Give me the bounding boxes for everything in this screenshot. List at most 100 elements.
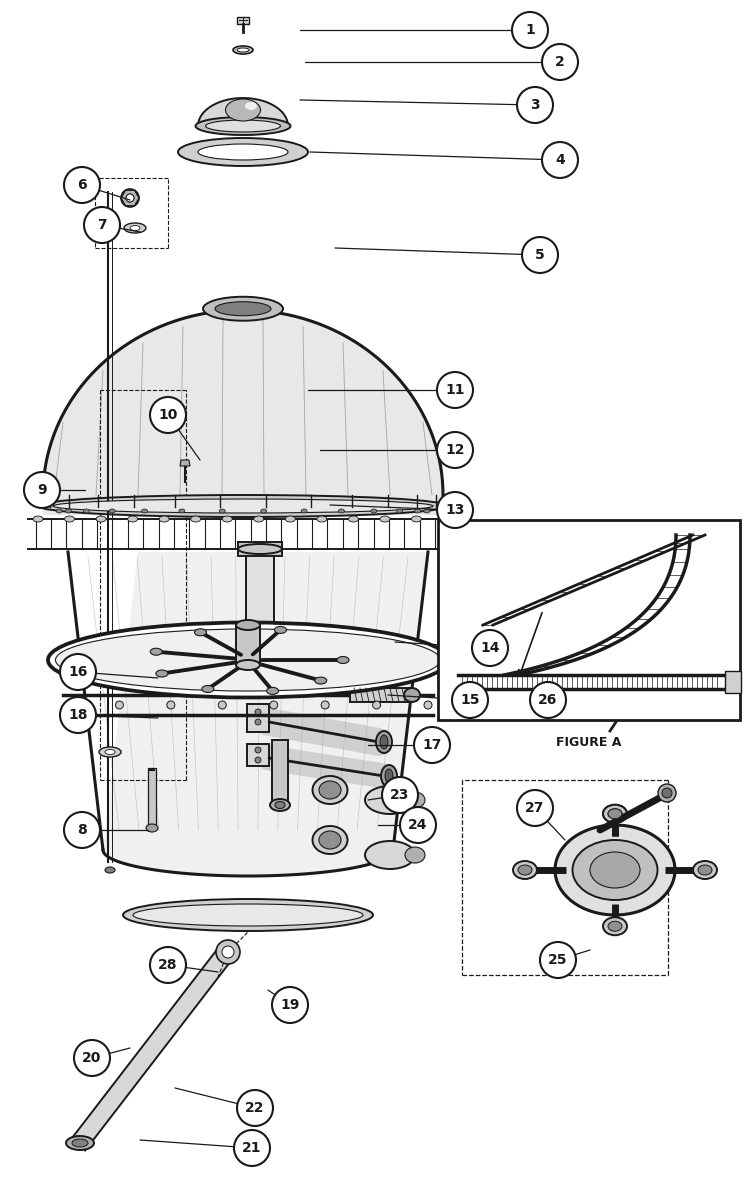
Ellipse shape [513,862,537,878]
Circle shape [126,194,134,202]
Ellipse shape [66,1136,94,1150]
Ellipse shape [56,629,441,691]
Bar [238,542,282,556]
Circle shape [60,654,96,690]
Circle shape [662,788,672,798]
Ellipse shape [237,48,249,52]
Ellipse shape [313,826,347,854]
Circle shape [218,701,226,709]
Ellipse shape [48,623,448,697]
Ellipse shape [405,847,425,863]
Text: 1: 1 [525,23,535,37]
Text: 14: 14 [481,641,500,655]
Ellipse shape [319,830,341,850]
Circle shape [255,757,261,763]
Ellipse shape [274,626,287,634]
Ellipse shape [253,516,264,522]
Ellipse shape [411,516,421,522]
Ellipse shape [203,296,283,320]
Ellipse shape [267,688,278,695]
Ellipse shape [313,776,347,804]
Ellipse shape [348,516,359,522]
Ellipse shape [196,116,290,134]
Polygon shape [71,944,235,1151]
Polygon shape [237,17,249,24]
Ellipse shape [38,494,448,517]
Ellipse shape [124,223,146,233]
Circle shape [64,167,100,203]
Ellipse shape [337,656,349,664]
Circle shape [522,236,558,272]
Text: 23: 23 [390,788,410,802]
Circle shape [512,12,548,48]
Text: 16: 16 [68,665,88,679]
Circle shape [321,701,329,709]
Ellipse shape [159,516,169,522]
Ellipse shape [376,731,392,754]
Ellipse shape [518,865,532,875]
Text: 5: 5 [535,248,545,262]
Polygon shape [68,552,428,876]
Ellipse shape [396,509,402,514]
Circle shape [517,790,553,826]
Text: 24: 24 [408,818,428,832]
Ellipse shape [365,841,415,869]
Ellipse shape [65,516,74,522]
Ellipse shape [128,516,138,522]
Bar [247,686,253,696]
Ellipse shape [236,660,260,670]
Text: FIGURE A: FIGURE A [556,736,622,749]
Ellipse shape [338,509,344,514]
Bar [350,688,412,702]
Circle shape [126,194,134,202]
Text: 10: 10 [159,408,177,422]
Circle shape [517,86,553,122]
Text: 15: 15 [460,692,480,707]
Ellipse shape [56,509,62,514]
Circle shape [540,942,576,978]
Bar [272,740,288,805]
Ellipse shape [105,866,115,874]
Ellipse shape [608,809,622,818]
Circle shape [472,630,508,666]
Circle shape [437,432,473,468]
Circle shape [400,806,436,842]
Ellipse shape [133,904,363,926]
Text: 28: 28 [158,958,177,972]
Ellipse shape [301,509,307,514]
Ellipse shape [191,516,201,522]
Bar [246,554,274,694]
Ellipse shape [178,138,308,166]
Polygon shape [43,310,443,515]
Ellipse shape [72,1139,88,1147]
Ellipse shape [608,922,622,931]
Circle shape [222,946,234,958]
Ellipse shape [371,509,377,514]
Ellipse shape [245,102,257,110]
Text: 27: 27 [526,802,544,815]
Circle shape [424,701,432,709]
Text: 8: 8 [77,823,87,838]
Ellipse shape [698,865,712,875]
Polygon shape [121,191,139,205]
Ellipse shape [33,516,43,522]
Ellipse shape [275,802,285,809]
Circle shape [608,692,628,713]
Circle shape [255,746,261,754]
Ellipse shape [233,46,253,54]
Text: 25: 25 [548,953,568,967]
Ellipse shape [195,629,207,636]
Circle shape [24,472,60,508]
Ellipse shape [220,509,226,514]
Text: 18: 18 [68,708,88,722]
Bar [438,520,740,720]
Ellipse shape [105,750,115,755]
Circle shape [602,686,634,719]
Ellipse shape [96,516,106,522]
Ellipse shape [317,516,327,522]
Text: 2: 2 [555,55,565,68]
Circle shape [74,1040,110,1076]
Circle shape [121,188,139,206]
Ellipse shape [385,769,393,782]
Circle shape [150,397,186,433]
